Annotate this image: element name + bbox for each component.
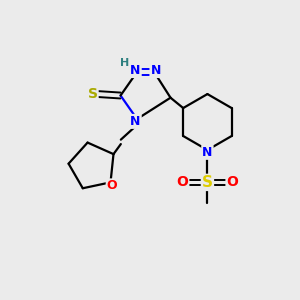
Text: N: N — [202, 146, 213, 159]
Text: N: N — [150, 64, 161, 77]
Text: H: H — [120, 58, 129, 68]
Text: N: N — [130, 64, 141, 77]
Text: O: O — [107, 179, 117, 192]
Text: O: O — [176, 176, 188, 189]
Text: S: S — [202, 175, 213, 190]
Text: S: S — [88, 87, 98, 101]
Text: N: N — [130, 115, 141, 128]
Text: O: O — [226, 176, 238, 189]
